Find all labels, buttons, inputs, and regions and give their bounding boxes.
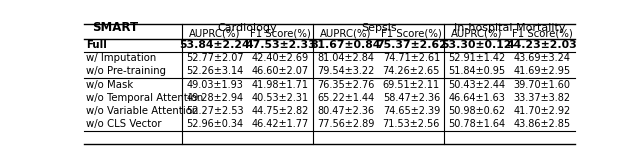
Text: 49.03±1.93: 49.03±1.93 [186,80,243,90]
Text: 41.98±1.71: 41.98±1.71 [252,80,309,90]
Text: 50.98±0.62: 50.98±0.62 [448,106,506,116]
Text: 80.47±2.36: 80.47±2.36 [317,106,374,116]
Text: 52.26±3.14: 52.26±3.14 [186,66,244,77]
Text: AUPRC(%): AUPRC(%) [320,28,372,38]
Text: 43.69±3.24: 43.69±3.24 [514,53,571,63]
Text: w/o CLS Vector: w/o CLS Vector [86,119,162,129]
Text: 65.22±1.44: 65.22±1.44 [317,93,374,103]
Text: 44.23±2.03: 44.23±2.03 [507,40,578,50]
Text: 69.51±2.11: 69.51±2.11 [383,80,440,90]
Text: w/ Imputation: w/ Imputation [86,53,157,63]
Text: Sepsis: Sepsis [361,23,396,33]
Text: w/o Pre-training: w/o Pre-training [86,66,166,77]
Text: 53.30±0.12: 53.30±0.12 [442,40,512,50]
Text: 74.26±2.65: 74.26±2.65 [383,66,440,77]
Text: F1 Score(%): F1 Score(%) [512,28,573,38]
Text: 41.69±2.95: 41.69±2.95 [514,66,571,77]
Text: AUPRC(%): AUPRC(%) [189,28,241,38]
Text: In-hospital Mortality: In-hospital Mortality [454,23,565,33]
Text: 74.71±2.61: 74.71±2.61 [383,53,440,63]
Text: 77.56±2.89: 77.56±2.89 [317,119,374,129]
Text: 75.37±2.62: 75.37±2.62 [376,40,447,50]
Text: 41.70±2.92: 41.70±2.92 [514,106,571,116]
Text: Cardiology: Cardiology [218,23,278,33]
Text: Full: Full [86,40,108,50]
Text: 46.64±1.63: 46.64±1.63 [449,93,505,103]
Text: 81.67±0.84: 81.67±0.84 [310,40,381,50]
Text: w/o Mask: w/o Mask [86,80,134,90]
Text: F1 Score(%): F1 Score(%) [381,28,442,38]
Text: SMART: SMART [92,21,138,34]
Text: 52.77±2.07: 52.77±2.07 [186,53,244,63]
Text: 46.60±2.07: 46.60±2.07 [252,66,309,77]
Text: 40.53±2.31: 40.53±2.31 [252,93,309,103]
Text: 81.04±2.84: 81.04±2.84 [317,53,374,63]
Text: AUPRC(%): AUPRC(%) [451,28,502,38]
Text: 50.43±2.44: 50.43±2.44 [448,80,506,90]
Text: 44.75±2.82: 44.75±2.82 [252,106,309,116]
Text: 79.54±3.22: 79.54±3.22 [317,66,374,77]
Text: 52.96±0.34: 52.96±0.34 [186,119,243,129]
Text: 53.84±2.24: 53.84±2.24 [180,40,250,50]
Text: 71.53±2.56: 71.53±2.56 [383,119,440,129]
Text: 46.42±1.77: 46.42±1.77 [252,119,309,129]
Text: 52.91±1.42: 52.91±1.42 [448,53,506,63]
Text: 58.47±2.36: 58.47±2.36 [383,93,440,103]
Text: w/o Variable Attention: w/o Variable Attention [86,106,198,116]
Text: 52.27±2.53: 52.27±2.53 [186,106,244,116]
Text: 39.70±1.60: 39.70±1.60 [514,80,571,90]
Text: 47.53±2.33: 47.53±2.33 [245,40,316,50]
Text: 50.78±1.64: 50.78±1.64 [448,119,506,129]
Text: 76.35±2.76: 76.35±2.76 [317,80,374,90]
Text: 51.84±0.95: 51.84±0.95 [448,66,506,77]
Text: F1 Score(%): F1 Score(%) [250,28,311,38]
Text: 43.86±2.85: 43.86±2.85 [514,119,571,129]
Text: 74.65±2.39: 74.65±2.39 [383,106,440,116]
Text: 33.37±3.82: 33.37±3.82 [514,93,571,103]
Text: 42.40±2.69: 42.40±2.69 [252,53,309,63]
Text: 49.28±2.94: 49.28±2.94 [186,93,243,103]
Text: w/o Temporal Attention: w/o Temporal Attention [86,93,204,103]
